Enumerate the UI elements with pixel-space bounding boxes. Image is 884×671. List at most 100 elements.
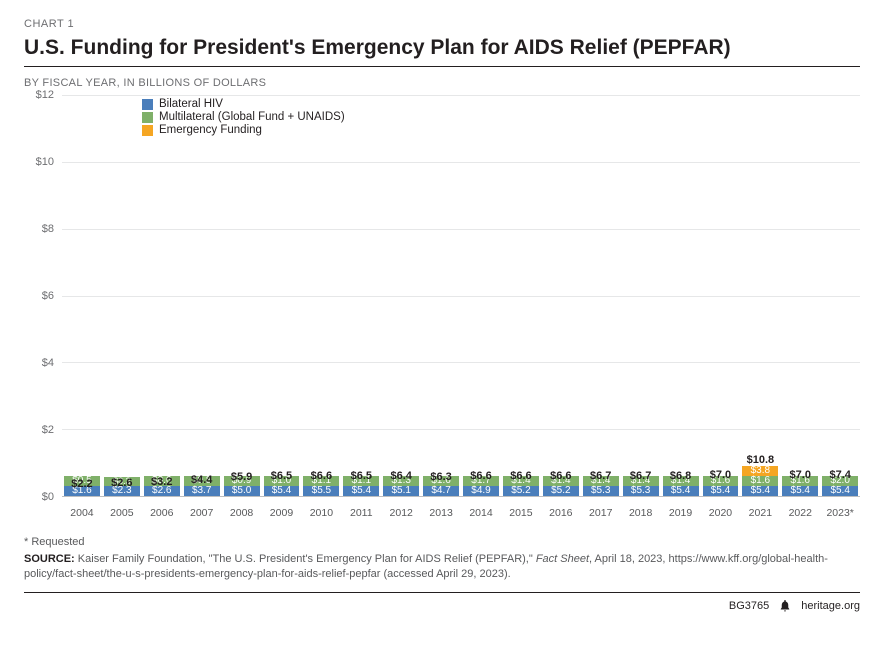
total-label: $6.5	[264, 470, 300, 482]
bar-segment-bilateral: $5.4	[742, 486, 778, 496]
bar-segment-bilateral: $5.4	[663, 486, 699, 496]
segment-label: $3.7	[192, 486, 211, 496]
segment-label: $5.5	[312, 486, 331, 496]
y-tick: $6	[42, 290, 54, 302]
bar-column: $6.6$1.4$5.2	[503, 476, 539, 496]
total-label: $6.6	[463, 470, 499, 482]
bar-column: $7.0$1.6$5.4	[782, 476, 818, 496]
total-label: $7.0	[782, 469, 818, 481]
bar-segment-bilateral: $3.7	[184, 486, 220, 496]
bar-column: $4.4$0.8$3.7	[184, 476, 220, 496]
gridline	[62, 162, 860, 163]
gridline	[62, 362, 860, 363]
x-tick: 2010	[303, 501, 339, 525]
bar-segment-bilateral: $5.1	[383, 486, 419, 496]
bar-column: $6.6$1.4$5.2	[543, 476, 579, 496]
bottom-bar: BG3765 heritage.org	[24, 593, 860, 613]
bar-column: $5.9$0.9$5.0	[224, 476, 260, 496]
source-label: SOURCE:	[24, 553, 75, 565]
total-label: $6.4	[383, 470, 419, 482]
bar-segment-bilateral: $5.4	[264, 486, 300, 496]
bar-segment-bilateral: $5.2	[543, 486, 579, 496]
x-tick: 2007	[184, 501, 220, 525]
total-label: $6.6	[543, 470, 579, 482]
segment-label: $5.4	[711, 486, 730, 496]
total-label: $2.2	[64, 478, 100, 490]
total-label: $2.6	[104, 477, 140, 489]
segment-label: $4.9	[471, 486, 490, 496]
x-tick: 2021	[742, 501, 778, 525]
bar-column: $2.6$0.3$2.3	[104, 477, 140, 496]
y-tick: $10	[36, 156, 54, 168]
y-tick: $2	[42, 424, 54, 436]
segment-label: $5.4	[352, 486, 371, 496]
chart-title: U.S. Funding for President's Emergency P…	[24, 36, 860, 60]
total-label: $6.5	[343, 470, 379, 482]
bar-segment-bilateral: $5.0	[224, 486, 260, 496]
gridline	[62, 95, 860, 96]
total-label: $5.9	[224, 471, 260, 483]
chart-subtitle: BY FISCAL YEAR, IN BILLIONS OF DOLLARS	[24, 77, 860, 89]
footnote: * Requested	[24, 535, 860, 550]
title-rule	[24, 66, 860, 67]
total-label: $6.7	[583, 470, 619, 482]
segment-label: $5.3	[591, 486, 610, 496]
bar-segment-bilateral: $5.4	[822, 486, 858, 496]
chart-number-label: CHART 1	[24, 18, 860, 30]
segment-label: $5.3	[631, 486, 650, 496]
total-label: $7.4	[822, 469, 858, 481]
bar-column: $6.4$1.3$5.1	[383, 476, 419, 496]
x-tick: 2018	[623, 501, 659, 525]
total-label: $6.6	[303, 470, 339, 482]
bar-column: $6.3$1.6$4.7	[423, 476, 459, 496]
plot-area: $0$2$4$6$8$10$12 Bilateral HIVMultilater…	[24, 95, 860, 525]
x-tick: 2022	[782, 501, 818, 525]
x-tick: 2006	[144, 501, 180, 525]
bar-column: $6.8$1.4$5.4	[663, 476, 699, 496]
total-label: $6.7	[623, 470, 659, 482]
segment-label: $5.0	[232, 486, 251, 496]
x-tick: 2005	[104, 501, 140, 525]
bar-segment-bilateral: $5.5	[303, 486, 339, 496]
gridline	[62, 229, 860, 230]
bar-column: $6.7$1.4$5.3	[583, 476, 619, 496]
source-text-1: Kaiser Family Foundation, "The U.S. Pres…	[75, 553, 536, 565]
x-tick: 2013	[423, 501, 459, 525]
x-tick: 2017	[583, 501, 619, 525]
segment-label: $5.4	[830, 486, 849, 496]
total-label: $3.2	[144, 476, 180, 488]
total-label: $10.8	[742, 454, 778, 466]
segment-label: $5.4	[791, 486, 810, 496]
bar-column: $7.4$2.0$5.4	[822, 476, 858, 496]
x-tick: 2004	[64, 501, 100, 525]
doc-id: BG3765	[729, 600, 769, 612]
y-axis: $0$2$4$6$8$10$12	[24, 95, 58, 497]
segment-label: $5.2	[551, 486, 570, 496]
total-label: $6.8	[663, 470, 699, 482]
bar-segment-bilateral: $5.4	[782, 486, 818, 496]
y-tick: $12	[36, 89, 54, 101]
bar-segment-bilateral: $5.4	[703, 486, 739, 496]
total-label: $4.4	[184, 474, 220, 486]
brand-label: heritage.org	[801, 600, 860, 612]
total-label: $6.3	[423, 471, 459, 483]
x-tick: 2011	[343, 501, 379, 525]
bell-icon	[779, 599, 791, 613]
bar-segment-bilateral: $4.9	[463, 486, 499, 496]
bar-column: $10.8$3.8$1.6$5.4	[742, 466, 778, 496]
plot: Bilateral HIVMultilateral (Global Fund +…	[62, 95, 860, 497]
segment-label: $4.7	[431, 486, 450, 496]
y-tick: $4	[42, 357, 54, 369]
source-italic: Fact Sheet	[536, 553, 589, 565]
x-tick: 2016	[543, 501, 579, 525]
source-line: SOURCE: Kaiser Family Foundation, "The U…	[24, 552, 860, 582]
x-tick: 2012	[383, 501, 419, 525]
bar-segment-bilateral: $5.4	[343, 486, 379, 496]
bar-column: $6.7$1.4$5.3	[623, 476, 659, 496]
x-tick: 2020	[703, 501, 739, 525]
total-label: $6.6	[503, 470, 539, 482]
x-tick: 2014	[463, 501, 499, 525]
segment-label: $5.2	[511, 486, 530, 496]
footnote-area: * Requested SOURCE: Kaiser Family Founda…	[24, 535, 860, 582]
x-tick: 2015	[503, 501, 539, 525]
